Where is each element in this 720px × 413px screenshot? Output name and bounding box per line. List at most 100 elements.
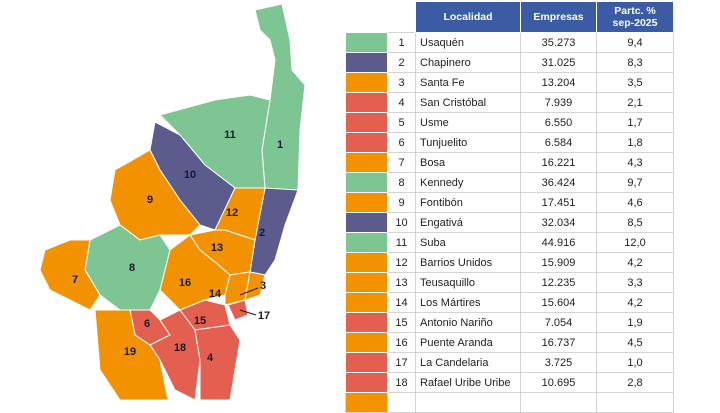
table-row: 9 Fontibón 17.451 4,6 — [345, 192, 674, 213]
locality: La Candelaria — [415, 352, 521, 373]
header-cell: Empresas — [520, 1, 597, 33]
map: 1 2 3 4 6 7 8 9 10 11 12 13 14 15 16 17 … — [39, 3, 306, 400]
share: 8,5 — [596, 212, 674, 233]
color-swatch — [345, 392, 388, 413]
share: 4,3 — [596, 152, 674, 173]
companies: 13.204 — [520, 72, 597, 93]
row-number: 9 — [387, 192, 416, 213]
color-swatch — [345, 212, 388, 233]
region — [194, 324, 241, 400]
locality: Kennedy — [415, 172, 521, 193]
share: 1,9 — [596, 312, 674, 333]
map-label: 19 — [124, 346, 136, 358]
companies: 16.221 — [520, 152, 597, 173]
share: 4,5 — [596, 332, 674, 353]
table-row: 11 Suba 44.916 12,0 — [345, 232, 674, 253]
companies: 12.235 — [520, 272, 597, 293]
color-swatch — [345, 52, 388, 73]
locality: Suba — [415, 232, 521, 253]
companies: 16.737 — [520, 332, 597, 353]
share: 12,0 — [596, 232, 674, 253]
header-row: Localidad Empresas Partc. % sep-2025 — [345, 1, 674, 33]
row-number: 8 — [387, 172, 416, 193]
share: 2,8 — [596, 372, 674, 393]
locality: Santa Fe — [415, 72, 521, 93]
row-number: 1 — [387, 32, 416, 53]
row-number: 13 — [387, 272, 416, 293]
map-label: 3 — [260, 280, 266, 292]
locality: Usaquén — [415, 32, 521, 53]
locality: Teusaquillo — [415, 272, 521, 293]
row-number: 16 — [387, 332, 416, 353]
locality: San Cristóbal — [415, 92, 521, 113]
leader-line — [239, 309, 257, 316]
companies: 3.725 — [520, 352, 597, 373]
leader-line — [239, 287, 259, 296]
map-label: 18 — [174, 342, 186, 354]
share: 2,1 — [596, 92, 674, 113]
companies: 35.273 — [520, 32, 597, 53]
locality: Barrios Unidos — [415, 252, 521, 273]
table: Localidad Empresas Partc. % sep-2025 1 Us… — [345, 1, 674, 413]
table-row: 3 Santa Fe 13.204 3,5 — [345, 72, 674, 93]
table-row: 1 Usaquén 35.273 9,4 — [345, 32, 674, 53]
color-swatch — [345, 332, 388, 353]
empty-cell — [520, 392, 597, 413]
row-number: 10 — [387, 212, 416, 233]
color-swatch — [345, 92, 388, 113]
map-label: 15 — [194, 315, 206, 327]
share: 8,3 — [596, 52, 674, 73]
map-label: 17 — [258, 310, 270, 322]
table-row: 5 Usme 6.550 1,7 — [345, 112, 674, 133]
region — [227, 299, 249, 321]
row-number: 12 — [387, 252, 416, 273]
row-number: 7 — [387, 152, 416, 173]
map-label: 1 — [277, 139, 283, 151]
table-row — [345, 392, 674, 413]
row-number: 15 — [387, 312, 416, 333]
share: 9,4 — [596, 32, 674, 53]
table-row: 7 Bosa 16.221 4,3 — [345, 152, 674, 173]
map-label: 2 — [259, 227, 265, 239]
companies: 15.604 — [520, 292, 597, 313]
share: 4,6 — [596, 192, 674, 213]
color-swatch — [345, 192, 388, 213]
color-swatch — [345, 72, 388, 93]
header-cell: Localidad — [415, 1, 521, 33]
table-row: 12 Barrios Unidos 15.909 4,2 — [345, 252, 674, 273]
locality: Los Mártires — [415, 292, 521, 313]
header-blank — [345, 1, 416, 33]
table-body: 1 Usaquén 35.273 9,4 2 Chapinero 31.025 8,3 3 San… — [345, 32, 674, 413]
locality: Fontibón — [415, 192, 521, 213]
table-row: 10 Engativá 32.034 8,5 — [345, 212, 674, 233]
locality: Antonio Nariño — [415, 312, 521, 333]
empty-cell — [596, 392, 674, 413]
empty-cell — [387, 392, 416, 413]
color-swatch — [345, 352, 388, 373]
color-swatch — [345, 32, 388, 53]
share: 1,8 — [596, 132, 674, 153]
row-number: 6 — [387, 132, 416, 153]
locality: Engativá — [415, 212, 521, 233]
companies: 15.909 — [520, 252, 597, 273]
locality: Usme — [415, 112, 521, 133]
companies: 10.695 — [520, 372, 597, 393]
map-label: 13 — [211, 242, 223, 254]
table-row: 13 Teusaquillo 12.235 3,3 — [345, 272, 674, 293]
color-swatch — [345, 232, 388, 253]
color-swatch — [345, 132, 388, 153]
share: 4,2 — [596, 252, 674, 273]
map-label: 12 — [226, 207, 238, 219]
companies: 44.916 — [520, 232, 597, 253]
companies: 7.054 — [520, 312, 597, 333]
region — [94, 309, 169, 400]
map-label: 16 — [179, 277, 191, 289]
region — [149, 309, 201, 400]
table-row: 6 Tunjuelito 6.584 1,8 — [345, 132, 674, 153]
map-label: 10 — [184, 169, 196, 181]
map-label: 8 — [129, 262, 135, 274]
map-label: 9 — [147, 194, 153, 206]
row-number: 18 — [387, 372, 416, 393]
page: 1 2 3 4 6 7 8 9 10 11 12 13 14 15 16 17 … — [39, 1, 674, 413]
locality: Chapinero — [415, 52, 521, 73]
